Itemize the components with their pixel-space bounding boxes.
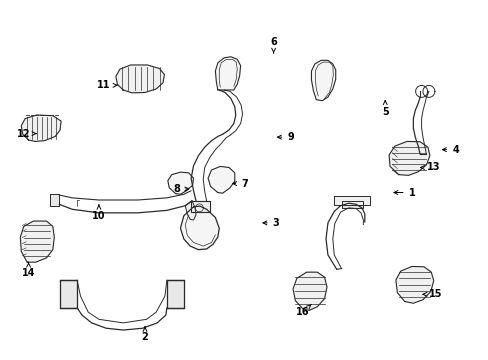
Text: 1: 1 (393, 188, 414, 198)
Text: 15: 15 (422, 289, 442, 299)
Polygon shape (311, 60, 335, 101)
Polygon shape (395, 266, 433, 303)
Text: 6: 6 (270, 37, 276, 53)
Text: 3: 3 (263, 218, 279, 228)
Polygon shape (341, 202, 363, 208)
Text: 11: 11 (97, 80, 117, 90)
Text: 9: 9 (277, 132, 293, 142)
Text: 7: 7 (232, 179, 247, 189)
Text: 5: 5 (381, 101, 388, 117)
Text: 8: 8 (173, 184, 188, 194)
Polygon shape (180, 206, 219, 249)
Polygon shape (167, 172, 193, 194)
Text: 12: 12 (17, 129, 36, 139)
Text: 16: 16 (295, 305, 311, 317)
Polygon shape (292, 272, 326, 310)
Text: 2: 2 (142, 327, 148, 342)
Text: 10: 10 (92, 205, 105, 221)
Polygon shape (191, 201, 209, 212)
Polygon shape (60, 280, 77, 308)
Text: 13: 13 (420, 162, 440, 172)
Polygon shape (185, 201, 196, 220)
Polygon shape (166, 280, 183, 308)
Text: 4: 4 (442, 145, 458, 155)
Polygon shape (334, 197, 369, 205)
Polygon shape (388, 141, 429, 175)
Polygon shape (208, 166, 234, 193)
Polygon shape (20, 221, 54, 262)
Polygon shape (21, 115, 61, 141)
Polygon shape (50, 194, 59, 206)
Text: 14: 14 (22, 262, 35, 278)
Polygon shape (215, 57, 240, 90)
Polygon shape (116, 65, 164, 93)
